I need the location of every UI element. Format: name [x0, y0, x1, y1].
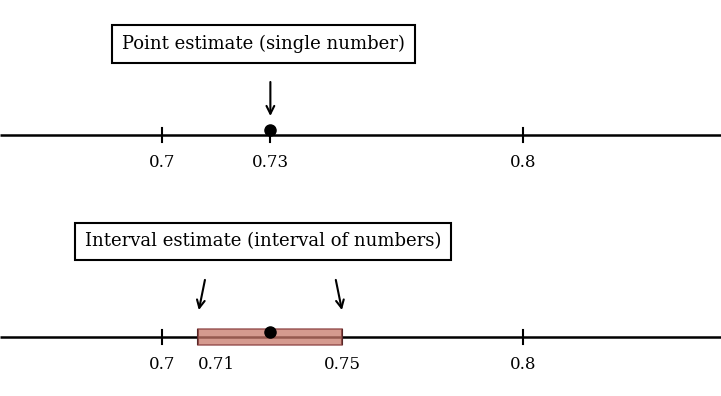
Text: 0.7: 0.7	[149, 356, 175, 373]
Text: 0.8: 0.8	[510, 154, 536, 171]
Text: Interval estimate (interval of numbers): Interval estimate (interval of numbers)	[85, 232, 441, 251]
Text: 0.7: 0.7	[149, 154, 175, 171]
Text: 0.75: 0.75	[324, 356, 361, 373]
Text: 0.73: 0.73	[252, 154, 289, 171]
Text: 0.8: 0.8	[510, 356, 536, 373]
Text: 0.71: 0.71	[198, 356, 235, 373]
Text: Point estimate (single number): Point estimate (single number)	[122, 34, 404, 53]
Bar	[198, 329, 342, 345]
